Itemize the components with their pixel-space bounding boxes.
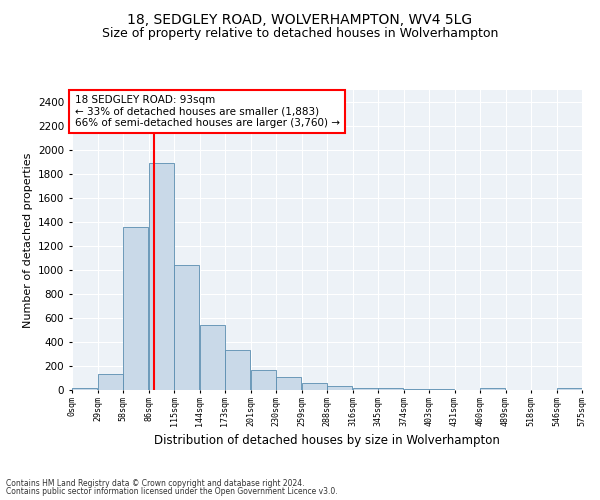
X-axis label: Distribution of detached houses by size in Wolverhampton: Distribution of detached houses by size … — [154, 434, 500, 447]
Y-axis label: Number of detached properties: Number of detached properties — [23, 152, 32, 328]
Bar — [200, 325, 224, 390]
Bar — [328, 386, 352, 390]
Bar — [226, 350, 250, 390]
Bar — [251, 370, 275, 390]
Text: Contains HM Land Registry data © Crown copyright and database right 2024.: Contains HM Land Registry data © Crown c… — [6, 478, 305, 488]
Bar — [481, 388, 505, 390]
Bar — [353, 388, 377, 390]
Text: Size of property relative to detached houses in Wolverhampton: Size of property relative to detached ho… — [102, 28, 498, 40]
Bar — [149, 163, 173, 390]
Bar — [379, 388, 403, 390]
Text: Contains public sector information licensed under the Open Government Licence v3: Contains public sector information licen… — [6, 487, 338, 496]
Text: 18 SEDGLEY ROAD: 93sqm
← 33% of detached houses are smaller (1,883)
66% of semi-: 18 SEDGLEY ROAD: 93sqm ← 33% of detached… — [74, 95, 340, 128]
Bar — [277, 377, 301, 390]
Bar — [124, 228, 148, 390]
Bar — [175, 265, 199, 390]
Bar — [73, 388, 97, 390]
Bar — [302, 384, 326, 390]
Text: 18, SEDGLEY ROAD, WOLVERHAMPTON, WV4 5LG: 18, SEDGLEY ROAD, WOLVERHAMPTON, WV4 5LG — [127, 12, 473, 26]
Bar — [557, 388, 581, 390]
Bar — [98, 374, 122, 390]
